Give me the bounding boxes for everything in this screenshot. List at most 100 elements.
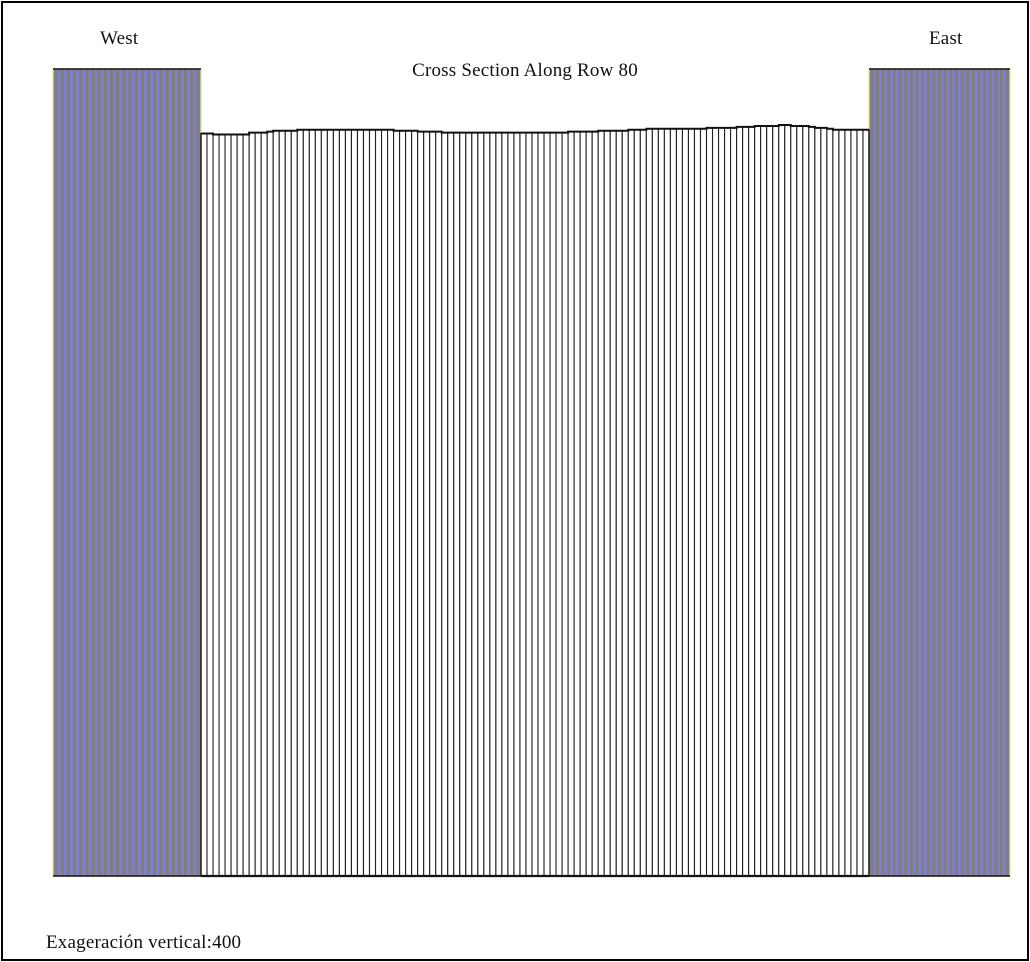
active-cell-column xyxy=(302,129,310,877)
active-cell-column xyxy=(832,129,840,877)
west-inactive-zone xyxy=(53,69,201,876)
active-cell-column xyxy=(675,128,683,877)
active-cell-column xyxy=(615,130,623,877)
east-inactive-zone-column xyxy=(915,69,919,876)
active-cell-column xyxy=(736,126,744,877)
active-cell-column xyxy=(549,132,557,877)
west-inactive-zone-column xyxy=(54,69,58,876)
active-cell-column xyxy=(393,130,401,877)
active-cell-column xyxy=(693,128,702,877)
active-cell-column xyxy=(579,131,587,877)
active-cell-column xyxy=(669,128,677,877)
active-cell-column xyxy=(356,129,365,877)
active-cell-column xyxy=(573,131,581,877)
active-cell-column xyxy=(459,132,467,877)
active-cell-column xyxy=(591,131,599,877)
east-inactive-zone-column xyxy=(949,69,953,876)
active-cell-column xyxy=(531,132,539,877)
active-cell-column xyxy=(471,132,479,877)
active-cell-column xyxy=(272,130,280,877)
east-inactive-zone-column xyxy=(887,69,891,876)
east-inactive-zone-column xyxy=(898,69,902,876)
west-inactive-zone-column xyxy=(72,69,77,876)
active-cell-column xyxy=(567,131,575,877)
active-cell-column xyxy=(332,129,340,877)
west-inactive-zone-column xyxy=(190,69,194,876)
west-inactive-zone-column xyxy=(97,69,101,876)
active-cell-column xyxy=(844,129,852,877)
section-title-text: Cross Section Along Row 80 xyxy=(412,60,638,81)
active-cell-column xyxy=(513,132,521,877)
east-inactive-zone-column xyxy=(875,69,880,876)
active-cell-column xyxy=(711,127,720,877)
east-inactive-zone-column xyxy=(909,69,913,876)
active-cell-column xyxy=(212,133,220,877)
active-cell-column xyxy=(609,130,617,877)
east-inactive-zone-column xyxy=(994,69,998,876)
active-cell-column xyxy=(826,128,834,877)
active-cell-column xyxy=(687,128,696,877)
west-inactive-zone-column xyxy=(153,69,157,876)
active-cell-column xyxy=(802,125,810,877)
west-inactive-zone-column xyxy=(171,69,175,876)
west-inactive-zone-column xyxy=(122,69,126,876)
west-inactive-zone-column xyxy=(66,69,71,876)
east-inactive-zone-column xyxy=(960,69,964,876)
active-cell-column xyxy=(236,133,244,877)
active-cell-column xyxy=(344,129,353,877)
active-cell-column xyxy=(717,127,726,877)
active-cell-column xyxy=(699,128,708,877)
active-cell-column xyxy=(651,128,659,877)
east-inactive-zone-column xyxy=(921,69,925,876)
active-cell-column xyxy=(200,133,208,877)
active-cell-column xyxy=(627,129,635,877)
active-cell-column xyxy=(519,132,527,877)
active-cell-column xyxy=(657,128,665,877)
active-cell-column xyxy=(218,133,226,877)
active-cell-column xyxy=(254,132,262,877)
west-inactive-zone-column xyxy=(79,69,83,876)
active-cell-column xyxy=(477,132,485,877)
active-cell-column xyxy=(525,132,533,877)
active-cell-column xyxy=(206,133,214,877)
active-cell-column xyxy=(705,127,714,877)
active-cell-column xyxy=(224,133,232,877)
active-cell-column xyxy=(766,125,774,877)
east-inactive-zone-column xyxy=(932,69,936,876)
west-inactive-zone-column xyxy=(159,69,163,876)
active-cell-column xyxy=(284,130,292,877)
west-inactive-zone-column xyxy=(116,69,120,876)
east-inactive-zone-column xyxy=(870,69,874,876)
active-cell-column xyxy=(320,129,328,877)
active-cell-column xyxy=(778,124,786,877)
west-inactive-zone-column xyxy=(109,69,114,876)
west-inactive-zone-column xyxy=(165,69,169,876)
active-cell-column xyxy=(820,127,828,877)
west-inactive-zone-column xyxy=(60,69,64,876)
active-cell-column xyxy=(411,130,419,877)
west-inactive-zone-column xyxy=(183,69,188,876)
east-inactive-zone-column xyxy=(977,69,981,876)
active-cell-column xyxy=(585,131,593,877)
west-label: West xyxy=(100,28,139,49)
active-cell-column xyxy=(724,127,732,877)
vertical-exaggeration-note: Exageración vertical:400 xyxy=(46,932,242,953)
active-cell-column xyxy=(387,129,395,877)
active-cell-column xyxy=(748,126,756,877)
active-cell-column xyxy=(633,129,641,877)
active-cell-column xyxy=(507,132,515,877)
active-cell-column xyxy=(380,129,389,877)
east-inactive-zone-column xyxy=(988,69,992,876)
east-inactive-zone-column xyxy=(1005,69,1009,876)
east-inactive-zone-column xyxy=(881,69,885,876)
west-inactive-zone-column xyxy=(103,69,108,876)
west-inactive-zone-column xyxy=(128,69,132,876)
active-cell-column xyxy=(645,128,653,877)
active-cell-column xyxy=(260,132,268,877)
active-cell-column xyxy=(248,132,256,877)
east-inactive-zone-column xyxy=(983,69,987,876)
active-cell-column xyxy=(368,129,377,877)
active-cell-column xyxy=(742,126,750,877)
active-cell-column xyxy=(730,127,738,877)
